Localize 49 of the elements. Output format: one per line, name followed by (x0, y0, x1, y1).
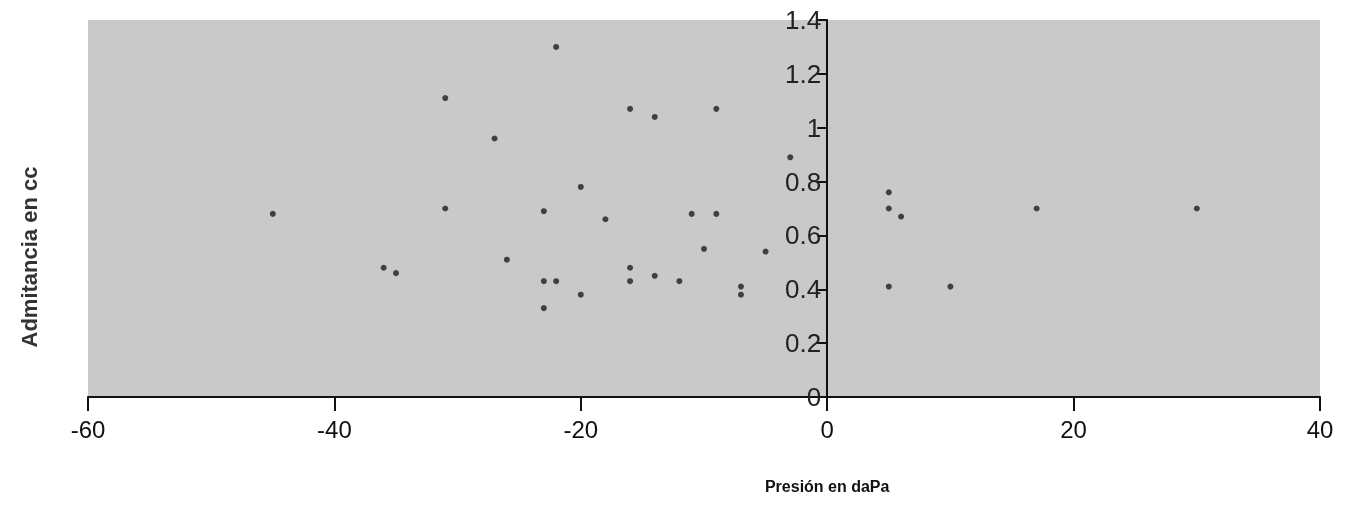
y-tick-label: 0.4 (785, 274, 822, 305)
point (885, 283, 892, 290)
point (1033, 205, 1040, 212)
point (577, 183, 584, 190)
point (737, 283, 744, 290)
point (503, 256, 510, 263)
point (269, 210, 276, 217)
point (627, 264, 634, 271)
x-tick-label: -20 (563, 415, 599, 443)
point (553, 278, 560, 285)
point (947, 283, 954, 290)
point (442, 95, 449, 102)
y-tick-label: 0.8 (785, 166, 822, 197)
point (676, 278, 683, 285)
point (1193, 205, 1200, 212)
point (701, 245, 707, 252)
point (651, 272, 658, 279)
y-tick-label: 1.4 (785, 5, 822, 35)
x-tick-label: -60 (70, 415, 106, 443)
x-axis-title: Presión en daPa (764, 477, 890, 495)
y-tick-label: 1.2 (785, 58, 822, 89)
y-tick-label: 0.2 (785, 328, 822, 359)
point (651, 113, 658, 120)
point (898, 213, 905, 220)
point (713, 105, 720, 112)
point (627, 105, 634, 112)
point (762, 248, 769, 255)
point (540, 305, 547, 312)
y-tick-label: 1 (806, 112, 822, 143)
point (602, 216, 609, 223)
point (553, 43, 560, 50)
x-tick-label: -40 (317, 415, 352, 443)
point (787, 154, 794, 161)
point (885, 189, 892, 196)
y-axis-title: Admitancia en cc (16, 166, 42, 348)
point (393, 270, 399, 277)
point (380, 264, 387, 271)
point (540, 278, 547, 285)
point (713, 210, 720, 217)
y-tick-label: 0.6 (785, 220, 822, 251)
point (885, 205, 892, 212)
point (627, 278, 634, 285)
x-tick-label: 20 (1060, 415, 1087, 443)
point (540, 208, 547, 215)
point (737, 291, 744, 298)
point (577, 291, 584, 298)
point (688, 210, 695, 217)
x-tick-label: 40 (1306, 415, 1334, 443)
point (491, 135, 498, 142)
